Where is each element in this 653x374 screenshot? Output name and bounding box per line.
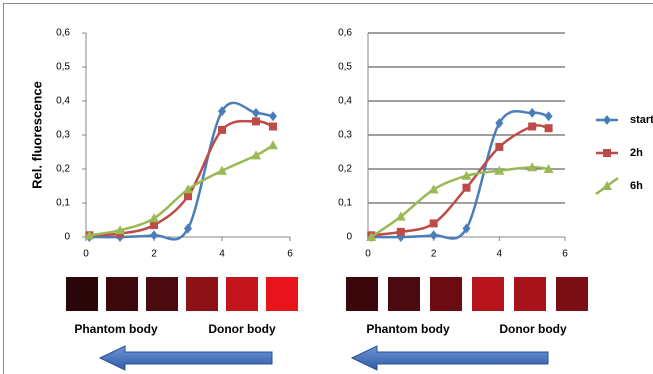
marker bbox=[252, 117, 260, 125]
marker bbox=[528, 123, 536, 131]
y-tick-label: 0,3 bbox=[338, 130, 352, 141]
swatches-right bbox=[346, 277, 588, 311]
series-line bbox=[371, 167, 548, 237]
swatch bbox=[472, 277, 504, 311]
marker bbox=[150, 230, 158, 240]
marker bbox=[218, 126, 226, 134]
swatches-left bbox=[66, 277, 298, 311]
y-tick-label: 0,6 bbox=[338, 28, 352, 39]
marker bbox=[528, 108, 536, 118]
y-tick-label: 0,4 bbox=[338, 96, 352, 107]
x-tick-label: 6 bbox=[287, 249, 293, 260]
frame bbox=[4, 4, 653, 374]
x-tick-label: 4 bbox=[219, 249, 225, 260]
swatch bbox=[146, 277, 178, 311]
marker bbox=[430, 219, 438, 227]
y-tick-label: 0,6 bbox=[56, 28, 70, 39]
marker bbox=[269, 111, 277, 121]
x-tick-label: 0 bbox=[365, 249, 371, 260]
annotation: Phantom body bbox=[366, 322, 450, 336]
annotation: Phantom body bbox=[74, 322, 158, 336]
x-tick-label: 2 bbox=[151, 249, 157, 260]
y-tick-label: 0,1 bbox=[56, 198, 70, 209]
marker bbox=[268, 140, 278, 149]
marker bbox=[603, 149, 611, 157]
y-tick-label: 0,5 bbox=[56, 62, 70, 73]
y-tick-label: 0,4 bbox=[56, 96, 70, 107]
x-tick-label: 4 bbox=[497, 249, 503, 260]
y-tick-label: 0,2 bbox=[56, 164, 70, 175]
legend-label: start bbox=[630, 114, 653, 126]
marker bbox=[269, 123, 277, 131]
x-tick-label: 6 bbox=[562, 249, 568, 260]
x-tick-label: 0 bbox=[83, 249, 89, 260]
y-tick-label: 0,2 bbox=[338, 164, 352, 175]
marker bbox=[545, 111, 553, 121]
figure: Rel. fluorescence Phantom body Donor bod… bbox=[0, 0, 653, 374]
arrow bbox=[352, 346, 548, 370]
swatch bbox=[66, 277, 98, 311]
y-tick-label: 0,5 bbox=[338, 62, 352, 73]
x-tick-label: 2 bbox=[431, 249, 437, 260]
swatch bbox=[430, 277, 462, 311]
y-axis-title: Rel. fluorescence bbox=[29, 81, 44, 189]
y-tick-label: 0 bbox=[64, 232, 70, 243]
marker bbox=[252, 108, 260, 118]
legend-label: 2h bbox=[630, 147, 643, 159]
series-line bbox=[89, 103, 273, 240]
swatch bbox=[514, 277, 546, 311]
annotation: Donor body bbox=[208, 322, 276, 336]
swatch bbox=[556, 277, 588, 311]
annotation: Donor body bbox=[499, 322, 567, 336]
swatch bbox=[388, 277, 420, 311]
arrow bbox=[100, 346, 272, 370]
swatch bbox=[106, 277, 138, 311]
marker bbox=[463, 184, 471, 192]
swatch bbox=[266, 277, 298, 311]
swatch bbox=[186, 277, 218, 311]
series-line bbox=[89, 121, 273, 235]
marker bbox=[397, 228, 405, 236]
y-tick-label: 0,3 bbox=[56, 130, 70, 141]
marker bbox=[603, 115, 611, 125]
y-tick-label: 0 bbox=[346, 232, 352, 243]
legend-label: 6h bbox=[630, 180, 643, 192]
marker bbox=[495, 143, 503, 151]
swatch bbox=[226, 277, 258, 311]
swatch bbox=[346, 277, 378, 311]
series-line bbox=[89, 145, 273, 235]
y-tick-label: 0,1 bbox=[338, 198, 352, 209]
marker bbox=[545, 124, 553, 132]
marker bbox=[430, 230, 438, 240]
marker bbox=[429, 184, 439, 193]
